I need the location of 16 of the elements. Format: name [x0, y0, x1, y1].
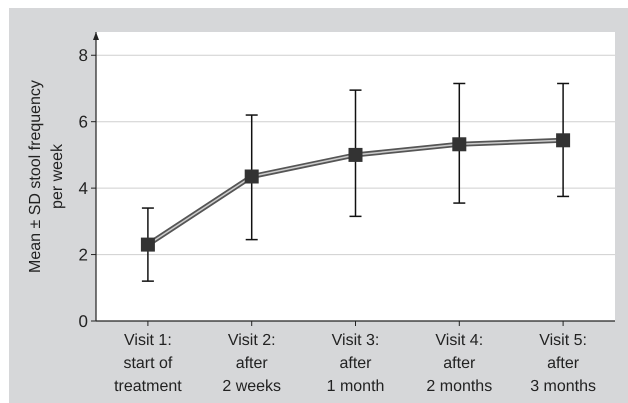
x-tick-label: Visit 5: after 3 months: [530, 332, 596, 395]
point: [556, 133, 570, 148]
point: [452, 137, 466, 152]
x-tick-label: Visit 1: start of treatment: [114, 332, 182, 395]
x-tick-label: Visit 2: after 2 weeks: [222, 332, 282, 395]
x-tick-label: Visit 3: after 1 month: [326, 332, 384, 395]
point: [348, 148, 362, 162]
y-tick-label: 0: [78, 312, 88, 331]
x-tick-label: Visit 4: after 2 months: [426, 332, 492, 395]
point: [140, 238, 155, 252]
point: [244, 170, 259, 184]
y-tick-label: 4: [78, 179, 88, 198]
y-axis-title: Mean ± SD stool frequency per week: [27, 80, 66, 273]
y-tick-label: 6: [78, 112, 88, 132]
y-tick-label: 2: [78, 246, 88, 265]
y-tick-label: 8: [78, 46, 88, 66]
